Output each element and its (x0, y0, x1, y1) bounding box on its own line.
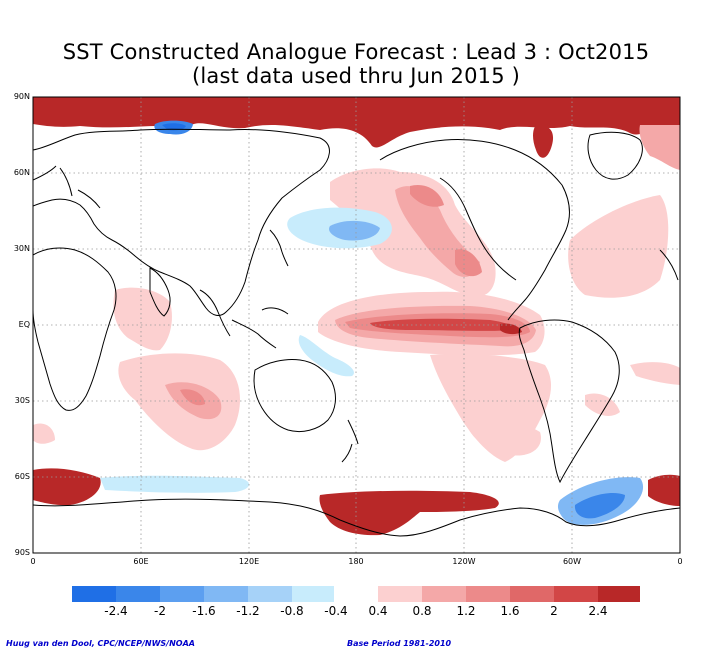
nino-core-east (500, 323, 522, 335)
colorbar-label: -2.4 (104, 604, 128, 618)
colorbar-swatch (72, 586, 116, 602)
colorbar-label: -0.8 (280, 604, 304, 618)
colorbar-label: -1.2 (236, 604, 260, 618)
arctic-cool-core (162, 123, 186, 131)
lon-label: 180 (348, 557, 364, 566)
coast-australia (253, 359, 336, 433)
sw-atlantic-warm (465, 418, 541, 456)
lon-label: 120E (238, 557, 260, 566)
lat-label: 60N (13, 168, 30, 177)
coast-west-africa (659, 249, 679, 281)
lon-label: 60W (562, 557, 582, 566)
equatorial-pacific-core (370, 318, 513, 331)
ne-pacific-hotspot (455, 249, 482, 277)
colorbar-label: 0.4 (368, 604, 388, 618)
coastlines (33, 128, 680, 537)
indian-ocean-warm (113, 287, 172, 351)
colorbar-swatch (422, 586, 466, 602)
north-pacific-cool-core (329, 220, 380, 241)
coast-antarctica (33, 498, 680, 537)
coast-africa (33, 247, 117, 411)
colorbar-swatch (292, 586, 334, 602)
lon-label: 0 (677, 557, 683, 566)
colorbar-swatch (204, 586, 248, 602)
bellingshausen-cool-core (574, 493, 625, 519)
anomaly-field (33, 97, 680, 536)
south-indian-hotspot (180, 389, 205, 406)
lon-label: 120W (452, 557, 476, 566)
colorbar-label: 0.8 (412, 604, 432, 618)
coast-eurasia (33, 128, 330, 316)
southern-ocean-warm-east (648, 474, 680, 506)
colorbar-swatch (466, 586, 510, 602)
lat-label: 60S (14, 472, 30, 481)
labrador-warm-core (533, 124, 554, 158)
tropical-atlantic-warm (630, 362, 680, 385)
coast-india (149, 267, 171, 317)
sw-indian-coast-warm (33, 423, 55, 444)
map-frame (32, 96, 681, 554)
ross-sea-warm (319, 490, 499, 536)
coast-north-america (379, 139, 570, 321)
colorbar-label: 2 (550, 604, 558, 618)
coast-new-zealand (341, 419, 359, 463)
sw-pacific-cool (298, 335, 355, 377)
colorbar-label: -1.6 (192, 604, 216, 618)
lat-label: 90N (13, 92, 30, 101)
southern-ocean-cool-band (100, 475, 250, 493)
chart-subtitle: (last data used thru Jun 2015 ) (191, 64, 521, 88)
coast-seasia (199, 289, 289, 349)
colorbar-swatch (116, 586, 160, 602)
colorbar-swatch (248, 586, 292, 602)
colorbar-swatch (554, 586, 598, 602)
colorbar-swatch (378, 586, 422, 602)
base-period-text: Base Period 1981-2010 (347, 639, 452, 648)
colorbar-swatch (598, 586, 640, 602)
colorbar (72, 586, 640, 602)
colorbar-swatch (160, 586, 204, 602)
north-atlantic-warm (568, 195, 669, 298)
lat-label: EQ (18, 320, 30, 329)
coast-south-america (518, 319, 620, 484)
coast-greenland (587, 131, 643, 180)
southern-ocean-warm-atlantic (33, 468, 101, 506)
south-atlantic-warm (585, 393, 620, 416)
lon-label: 0 (30, 557, 36, 566)
colorbar-label: 1.6 (500, 604, 520, 618)
coast-europe (33, 165, 101, 209)
colorbar-swatch (510, 586, 554, 602)
arctic-warm-anomaly (33, 97, 680, 148)
colorbar-label: -0.4 (324, 604, 348, 618)
chart-title: SST Constructed Analogue Forecast : Lead… (62, 40, 650, 64)
lat-label: 30N (13, 244, 30, 253)
lon-label: 60E (133, 557, 149, 566)
lat-label: 90S (14, 548, 30, 557)
coast-japan (269, 229, 289, 267)
colorbar-label: 1.2 (456, 604, 476, 618)
colorbar-label: 2.4 (588, 604, 608, 618)
gulf-alaska-warm (410, 184, 444, 207)
colorbar-label: -2 (154, 604, 166, 618)
nw-atlantic-warm (639, 125, 680, 170)
credit-text: Huug van den Dool, CPC/NCEP/NWS/NOAA (6, 639, 195, 648)
lat-label: 30S (14, 396, 30, 405)
